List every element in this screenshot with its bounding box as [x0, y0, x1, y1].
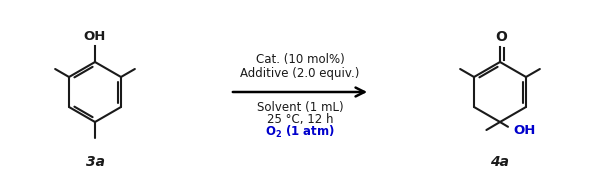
Text: 25 °C, 12 h: 25 °C, 12 h [267, 114, 333, 127]
Text: Additive (2.0 equiv.): Additive (2.0 equiv.) [241, 68, 359, 81]
Text: OH: OH [84, 30, 106, 43]
Text: 4a: 4a [491, 155, 509, 169]
Text: 3a: 3a [86, 155, 104, 169]
Text: $\mathbf{O_2}$ (1 atm): $\mathbf{O_2}$ (1 atm) [265, 124, 335, 140]
Text: Solvent (1 mL): Solvent (1 mL) [257, 102, 343, 114]
Text: OH: OH [513, 124, 535, 137]
Text: Cat. (10 mol%): Cat. (10 mol%) [256, 54, 344, 66]
Text: O: O [495, 30, 507, 44]
